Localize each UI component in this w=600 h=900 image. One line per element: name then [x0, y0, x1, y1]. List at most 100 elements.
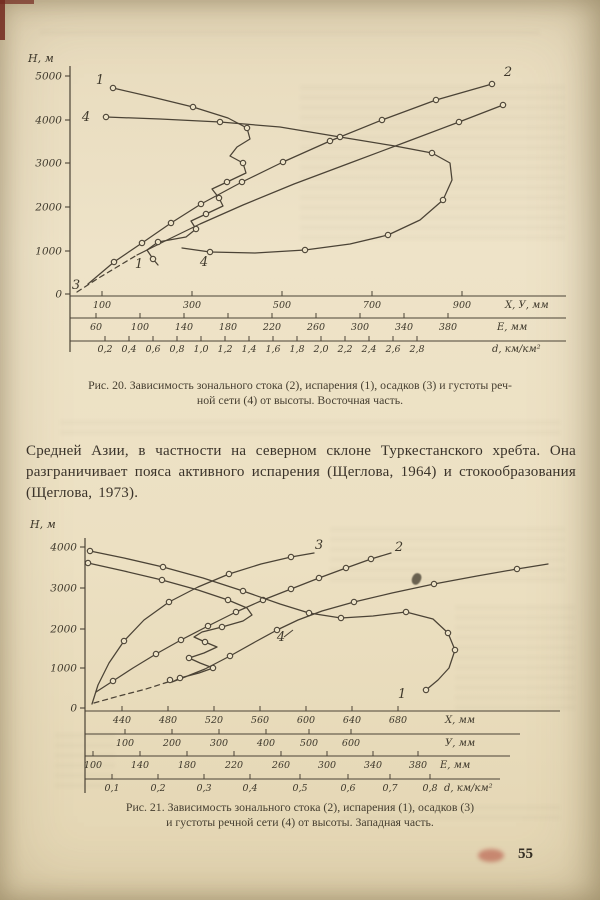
x-axis-tick-label: 60: [90, 322, 102, 333]
x-axis-tick-label: 380: [409, 760, 427, 771]
fig20-caption: Рис. 20. Зависимость зонального стока (2…: [20, 378, 580, 408]
bleed-through-text: [40, 25, 540, 39]
curve-2-data-point-marker: [197, 200, 205, 208]
curve-4-label: 4: [276, 630, 285, 645]
fig21-chart: Н, м 4000 3000 2000 1000 0 440 480 520 560 600 640 6…: [29, 518, 560, 794]
curve-2-data-point-marker: [488, 80, 496, 88]
curve-3-data-point-marker: [455, 118, 463, 126]
y-axis-tick-label: 5000: [35, 71, 62, 83]
curve-4-data-point-marker: [209, 664, 217, 672]
x-axis-tick-label: 1,0: [193, 344, 208, 355]
curve-2-data-point-marker: [367, 555, 375, 563]
x-axis-tick-label: 100: [84, 760, 102, 771]
x-axis-tick-label: 180: [178, 760, 196, 771]
x-axis-unit-label: Е, мм: [496, 322, 527, 333]
curve-1-data-point-marker: [239, 159, 247, 167]
curve-2-data-point-marker: [204, 622, 212, 630]
y-axis-tick-label: 3000: [35, 158, 62, 170]
x-axis-tick-label: 220: [224, 760, 243, 771]
x-axis-tick-label: 180: [219, 322, 237, 333]
curve-2-data-point-marker: [432, 96, 440, 104]
x-axis-tick-label: 300: [210, 738, 228, 749]
curve-2-data-point-marker: [279, 158, 287, 166]
y-axis-label: Н, м: [27, 52, 54, 65]
x-axis-tick-label: 140: [175, 322, 193, 333]
x-axis-tick-label: 0,6: [340, 783, 355, 794]
x-axis-tick-label: 600: [297, 715, 315, 726]
x-axis-tick-label: 520: [205, 715, 223, 726]
curve-2-data-point-marker: [315, 574, 323, 582]
x-axis-tick-label: 500: [273, 300, 291, 311]
red-stamp-smudge: [478, 849, 504, 862]
y-axis-tick-label: 1000: [50, 663, 77, 675]
curve-1-data-point-marker: [202, 210, 210, 218]
x-axis-tick-label: 1,8: [289, 344, 304, 355]
curve-2-data-point-marker: [138, 239, 146, 247]
x-axis-tick-label: 300: [183, 300, 201, 311]
page-edge-mark-top: [0, 0, 34, 4]
fig20-caption-line2: ной сети (4) от высоты. Восточная часть.: [196, 393, 404, 407]
curve-1-data-point-marker: [243, 124, 251, 132]
curve-2-data-point-marker: [167, 219, 175, 227]
curve-4-data-point-marker: [185, 654, 193, 662]
x-axis-tick-label: 640: [343, 715, 361, 726]
fig20-caption-line1: Рис. 20. Зависимость зонального стока (2…: [88, 378, 512, 392]
y-axis-tick-label: 3000: [50, 583, 77, 595]
x-axis-tick-label: 100: [93, 300, 111, 311]
curve-4-data-point-marker: [84, 559, 92, 567]
y-axis-tick-label: 2000: [34, 202, 62, 214]
curve-4-data-point-marker: [206, 248, 214, 256]
curve-4-label-leader: [283, 629, 294, 638]
body-paragraph: Средней Азии, в частности на северном ск…: [26, 443, 576, 501]
x-axis-tick-label: 1,6: [265, 344, 280, 355]
x-axis-tick-label: 380: [439, 322, 457, 333]
x-axis-tick-label: 2,8: [408, 344, 424, 355]
bleed-through-text: [60, 415, 560, 437]
x-axis-tick-label: 0,2: [97, 344, 112, 355]
curve-2-data-point-marker: [177, 636, 185, 644]
curve-1-data-point-marker: [86, 547, 94, 555]
curve-3-data-point-marker: [120, 637, 128, 645]
x-axis-tick-label: 600: [342, 738, 360, 749]
curve-4-data-point-marker: [158, 576, 166, 584]
x-axis-tick-label: 0,1: [104, 783, 119, 794]
fig21-caption-line1: Рис. 21. Зависимость зонального стока (2…: [125, 800, 475, 814]
curve-1-data-point-marker: [422, 686, 430, 694]
curve-1-label: 1: [398, 687, 406, 702]
y-axis-tick-label: 0: [70, 703, 77, 715]
x-axis-tick-label: 440: [112, 715, 131, 726]
curve-4-label: 4: [199, 255, 208, 270]
x-axis-tick-label: 0,8: [169, 344, 184, 355]
x-axis-tick-label: 200: [162, 738, 181, 749]
curve-4-data-point-marker: [384, 231, 392, 239]
curve-1-data-point-marker: [444, 629, 452, 637]
y-axis-label: Н, м: [29, 518, 56, 531]
x-axis-unit-label: У, мм: [445, 738, 475, 749]
curve-1-data-point-marker: [215, 194, 223, 202]
curve-1-data-point-marker: [149, 255, 157, 263]
curve-4-data-point-marker: [430, 580, 438, 588]
curve-2-data-point-marker: [109, 677, 117, 685]
curve-1-path: [89, 550, 456, 691]
curve-1-label: 1: [96, 73, 104, 88]
x-axis-tick-label: 260: [271, 760, 290, 771]
curve-3-label: 3: [315, 538, 323, 553]
curve-4-data-point-marker: [224, 596, 232, 604]
x-axis-tick-label: 2,0: [312, 344, 328, 355]
curve-4-dashed-data-point-marker: [166, 676, 174, 684]
x-axis-tick-label: 0,3: [196, 783, 211, 794]
curve-3-data-point-marker: [225, 570, 233, 578]
x-axis-tick-label: 100: [131, 322, 149, 333]
curve-4-data-point-marker: [273, 626, 281, 634]
curve-2-data-point-marker: [326, 137, 334, 145]
x-axis-unit-label: d, км/км²: [444, 783, 493, 794]
y-axis-tick-label: 0: [55, 289, 62, 301]
curve-4-data-point-marker: [226, 652, 234, 660]
curve-2-data-point-marker: [238, 178, 246, 186]
x-axis-tick-label: 2,2: [336, 344, 352, 355]
x-axis-tick-label: 340: [364, 760, 382, 771]
curve-1-data-point-marker: [154, 238, 162, 246]
x-axis-tick-label: 700: [363, 300, 381, 311]
curve-3-data-point-marker: [499, 101, 507, 109]
curve-2-data-point-marker: [232, 608, 240, 616]
